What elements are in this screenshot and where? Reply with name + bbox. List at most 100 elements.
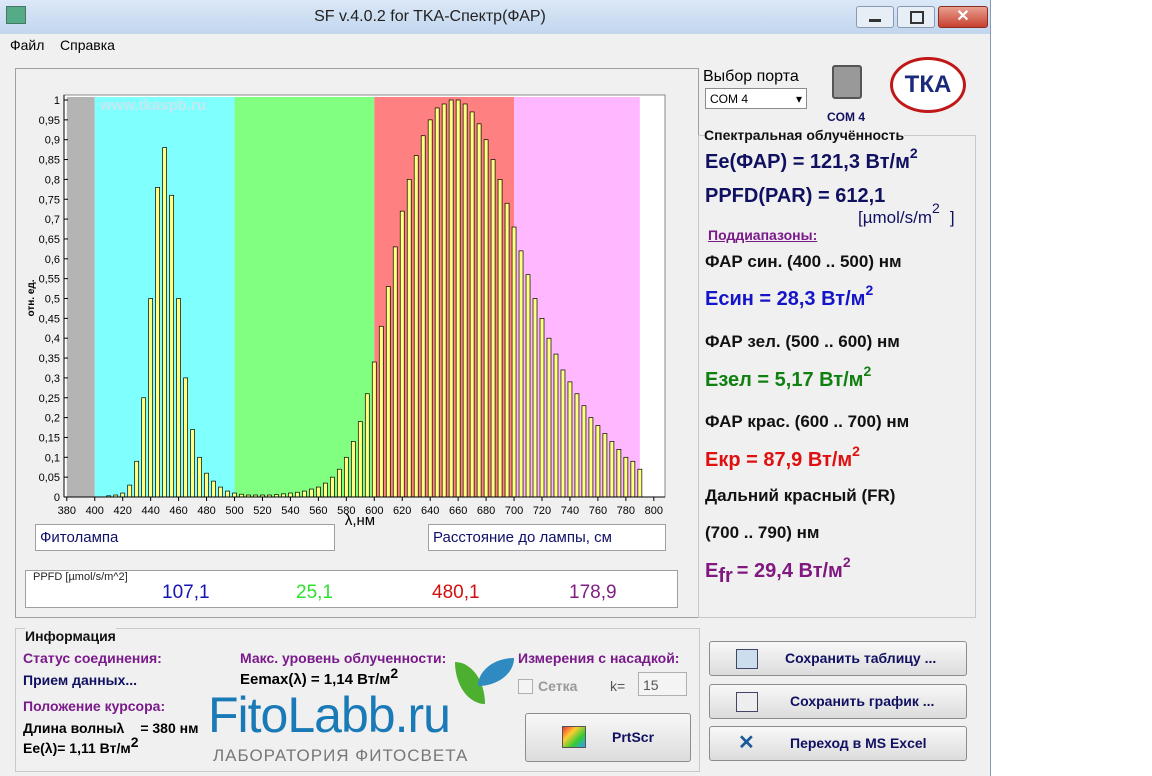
ppfd-unit: [µmol/s/m2] <box>858 200 955 228</box>
x-tick-label: 540 <box>281 505 299 517</box>
bar <box>539 318 545 498</box>
y-tick-label: 0,5 <box>45 294 60 306</box>
x-tick-label: 400 <box>86 505 104 517</box>
bar <box>609 441 615 498</box>
band <box>66 97 95 497</box>
y-tick-label: 0,2 <box>45 413 60 425</box>
bar <box>602 433 608 498</box>
x-tick-label: 660 <box>449 505 467 517</box>
distance-field[interactable]: Расстояние до лампы, см <box>428 524 666 551</box>
bar <box>630 460 636 498</box>
ppfd-label: PPFD [µmol/s/m^2] <box>33 571 128 583</box>
bar <box>476 123 482 498</box>
y-tick-label: 0,95 <box>39 115 60 127</box>
max-label: Макс. уровень облученности: <box>240 650 447 666</box>
bar <box>148 298 154 498</box>
excel-button[interactable]: ✕ Переход в MS Excel <box>709 726 967 761</box>
superscript: 2 <box>863 363 872 379</box>
excel-label: Переход в MS Excel <box>790 735 927 751</box>
bar <box>232 492 237 498</box>
x-tick-label: 440 <box>141 505 159 517</box>
bar <box>176 298 181 498</box>
bar <box>197 456 202 498</box>
bar <box>462 103 468 498</box>
grid-checkbox[interactable] <box>518 679 533 694</box>
status: Прием данных... <box>23 672 138 688</box>
bar <box>392 246 398 498</box>
x-tick-label: 500 <box>225 505 243 517</box>
bar <box>504 202 510 498</box>
bar <box>162 147 167 498</box>
bar <box>302 490 307 498</box>
y-tick-label: 0,65 <box>39 234 60 246</box>
x-tick-label: 680 <box>477 505 495 517</box>
menu-help[interactable]: Справка <box>60 37 115 53</box>
bar <box>295 491 300 498</box>
bar <box>406 179 412 498</box>
bar <box>441 103 447 498</box>
menu-file[interactable]: Файл <box>10 37 45 53</box>
x-tick-label: 700 <box>505 505 523 517</box>
y-tick-label: 0,85 <box>39 155 60 167</box>
bar <box>399 210 405 498</box>
blue-range: ФАР син. (400 .. 500) нм <box>705 252 902 271</box>
bar <box>595 425 601 498</box>
maximize-button[interactable] <box>897 6 935 28</box>
bar <box>553 353 559 498</box>
k-input[interactable]: 15 <box>638 672 687 696</box>
x-tick-label: 580 <box>337 505 355 517</box>
maximize-glyph <box>910 11 924 24</box>
close-button[interactable]: ✕ <box>938 6 988 28</box>
subscript: fr <box>718 565 733 587</box>
grid-checkbox-label: Сетка <box>538 678 578 694</box>
bar <box>183 377 188 498</box>
ppfd-red: 480,1 <box>432 582 480 603</box>
band <box>234 97 375 497</box>
save-table-button[interactable]: Сохранить таблицу ... <box>709 641 967 676</box>
port-icon <box>832 65 862 99</box>
minimize-button[interactable] <box>856 6 894 28</box>
subranges-label: Поддиапазоны: <box>708 227 818 243</box>
bar <box>616 449 622 498</box>
info-group <box>15 628 700 772</box>
unit-end: ] <box>949 208 955 227</box>
ppfd-fr: 178,9 <box>569 582 617 603</box>
watermark: www.tkaspb.ru <box>99 97 206 114</box>
prtscr-icon <box>562 726 586 748</box>
prtscr-button[interactable]: PrtScr <box>525 713 691 762</box>
bar <box>427 119 433 498</box>
lamp-field[interactable]: Фитолампа <box>35 524 335 551</box>
bar <box>469 111 475 498</box>
y-tick-label: 0 <box>54 492 60 504</box>
attachment-label: Измерения с насадкой: <box>518 650 680 666</box>
value-text: Eкр = 87,9 Вт/м <box>705 449 853 471</box>
brand-tagline: ЛАБОРАТОРИЯ ФИТОСВЕТА <box>213 746 469 765</box>
bar <box>567 381 573 498</box>
x-tick-label: 520 <box>253 505 271 517</box>
bar <box>357 421 363 498</box>
cursor-ee-text: Ee(λ)= 1,11 Вт/м <box>23 740 131 756</box>
port-selected: COM 4 <box>710 92 749 106</box>
ppfd-green: 25,1 <box>296 582 333 603</box>
y-tick-label: 0,9 <box>45 135 60 147</box>
irradiance-title: Спектральная облучённость <box>704 127 905 143</box>
save-table-icon <box>736 649 758 669</box>
bar <box>525 274 531 498</box>
bar <box>371 361 377 498</box>
value-text: = 29,4 Вт/м <box>736 560 843 582</box>
x-tick-label: 620 <box>393 505 411 517</box>
value-text: Eсин = 28,3 Вт/м <box>705 288 866 310</box>
save-chart-label: Сохранить график ... <box>790 693 935 709</box>
port-select[interactable]: COM 4 ▾ <box>705 88 807 109</box>
fr-range: Дальний красный (FR) <box>705 486 896 505</box>
e-text: E <box>705 560 719 582</box>
save-chart-button[interactable]: Сохранить график ... <box>709 684 967 719</box>
bar <box>420 135 426 498</box>
bar <box>169 194 174 498</box>
bar <box>574 393 580 498</box>
y-tick-label: 0,45 <box>39 313 60 325</box>
app-icon <box>6 6 26 24</box>
status-label: Статус соединения: <box>23 650 162 666</box>
y-tick-label: 0,8 <box>45 174 60 186</box>
